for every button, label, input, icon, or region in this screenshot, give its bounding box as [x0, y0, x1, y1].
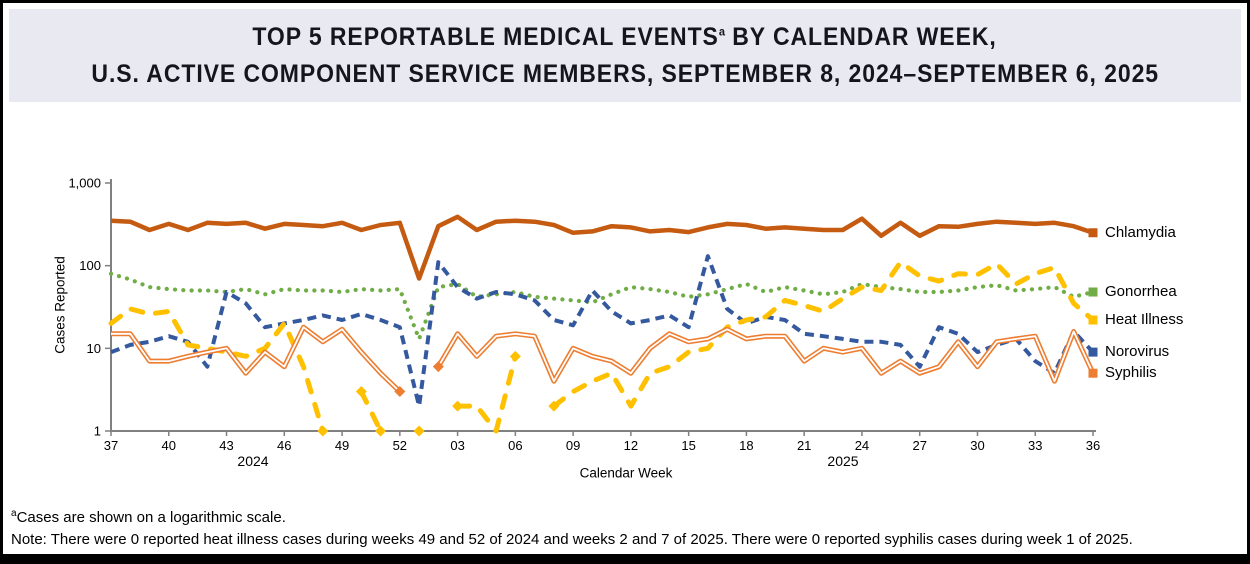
svg-text:06: 06: [508, 438, 522, 453]
legend-label-heat-illness: Heat Illness: [1105, 311, 1184, 329]
svg-text:30: 30: [970, 438, 984, 453]
chart-canvas: 1 10 100 1,000 37 40 43 46 49 52 03 06 09 12 15 18 21 24 2…: [68, 175, 1100, 453]
svg-text:33: 33: [1028, 438, 1042, 453]
axes: 1 10 100 1,000 37 40 43 46 49 52 03 06 09 12 15 18 21 24 2…: [68, 175, 1100, 453]
series-norovirus: [110, 254, 1098, 409]
svg-text:52: 52: [393, 438, 407, 453]
footnote-text: Cases are shown on a logarithmic scale.: [16, 509, 286, 526]
footnote-marker: a: [11, 508, 17, 519]
x-axis-title: Calendar Week: [579, 465, 673, 481]
svg-text:10: 10: [87, 341, 101, 356]
svg-text:15: 15: [681, 438, 695, 453]
footnote-log-scale: aCases are shown on a logarithmic scale.: [11, 503, 1133, 529]
x-axis-year-2025: 2025: [827, 453, 859, 469]
svg-text:24: 24: [855, 438, 869, 453]
svg-text:27: 27: [912, 438, 926, 453]
title-footnote-marker: a: [719, 24, 726, 39]
series-syphilis: [111, 324, 1098, 398]
svg-text:43: 43: [219, 438, 233, 453]
svg-text:37: 37: [104, 438, 118, 453]
legend-label-norovirus: Norovirus: [1105, 343, 1170, 361]
legend-label-chlamydia: Chlamydia: [1105, 223, 1176, 241]
chart-title-line1: TOP 5 REPORTABLE MEDICAL EVENTSa BY CALE…: [253, 23, 997, 52]
svg-text:03: 03: [450, 438, 464, 453]
title-line1-rest: BY CALENDAR WEEK,: [725, 22, 998, 51]
svg-text:100: 100: [79, 258, 101, 273]
series-gonorrhea: [108, 271, 1098, 341]
title-line1-text: TOP 5 REPORTABLE MEDICAL EVENTS: [252, 22, 720, 51]
svg-text:40: 40: [162, 438, 176, 453]
legend-label-gonorrhea: Gonorrhea: [1105, 283, 1177, 300]
series-chlamydia: [110, 214, 1098, 281]
y-axis-title: Cases Reported: [52, 256, 68, 354]
svg-text:09: 09: [566, 438, 580, 453]
svg-text:36: 36: [1086, 438, 1100, 453]
footnotes: aCases are shown on a logarithmic scale.…: [11, 503, 1133, 551]
svg-text:1: 1: [94, 424, 101, 439]
svg-text:46: 46: [277, 438, 291, 453]
x-axis-year-2024: 2024: [237, 453, 269, 469]
svg-text:49: 49: [335, 438, 349, 453]
footnote-note: Note: There were 0 reported heat illness…: [11, 531, 1133, 548]
svg-text:12: 12: [624, 438, 638, 453]
svg-text:18: 18: [739, 438, 753, 453]
svg-text:1,000: 1,000: [68, 175, 101, 190]
legend-label-syphilis: Syphilis: [1105, 364, 1157, 382]
svg-text:21: 21: [797, 438, 811, 453]
title-band: TOP 5 REPORTABLE MEDICAL EVENTSa BY CALE…: [9, 9, 1241, 102]
chart-title-line2: U.S. ACTIVE COMPONENT SERVICE MEMBERS, S…: [91, 59, 1159, 88]
